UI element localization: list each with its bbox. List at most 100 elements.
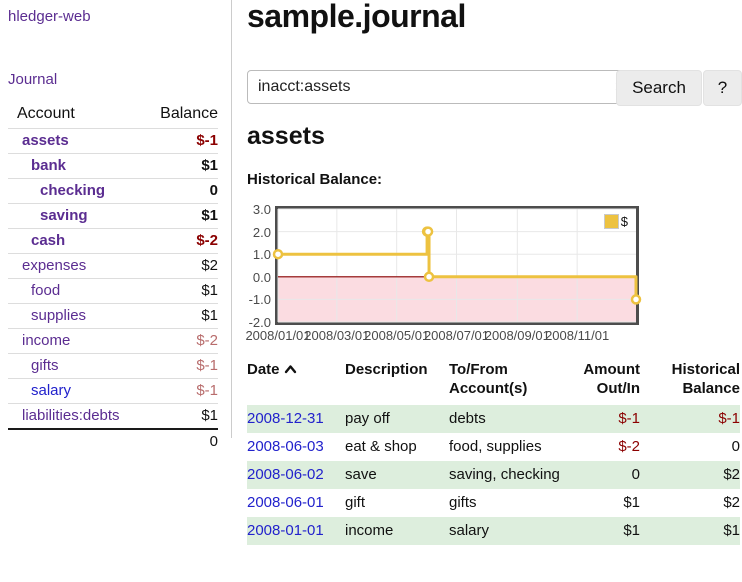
account-link[interactable]: bank — [31, 157, 67, 174]
account-row: checking 0 — [8, 178, 218, 204]
sort-asc-icon — [284, 360, 297, 379]
search-button[interactable]: Search — [616, 70, 702, 106]
accounts-table: Account Balance assets $-1 bank $1 checking 0… — [8, 102, 218, 454]
account-balance: $-2 — [146, 328, 218, 354]
transaction-description: pay off — [345, 410, 390, 427]
account-link[interactable]: salary — [31, 382, 72, 399]
accounts-total-row: 0 — [8, 428, 218, 454]
account-balance: $-2 — [146, 228, 218, 254]
register-row: 2008-01-01 income salary $1 $1 — [247, 517, 740, 545]
account-row: expenses $2 — [8, 253, 218, 279]
account-link[interactable]: checking — [40, 182, 106, 199]
main-content: sample.journal × Search ? assets Histori… — [245, 0, 742, 582]
transaction-accounts: saving, checking — [449, 466, 560, 483]
transaction-amount: $1 — [623, 522, 640, 539]
app-title: hledger-web — [8, 8, 91, 25]
account-link[interactable]: liabilities:debts — [22, 407, 120, 424]
account-link[interactable]: assets — [22, 132, 69, 149]
sidebar: hledger-web Journal Account Balance asse… — [0, 0, 232, 454]
y-axis-tick-label: 2.0 — [252, 224, 271, 240]
account-balance: $-1 — [146, 128, 218, 154]
transaction-date-link[interactable]: 2008-06-03 — [247, 438, 324, 455]
register-header-description: Description — [345, 361, 428, 378]
chart-label: Historical Balance: — [247, 171, 383, 188]
account-balance: $1 — [146, 403, 218, 429]
account-row: saving $1 — [8, 203, 218, 229]
transaction-description: gift — [345, 494, 366, 511]
account-balance: $-1 — [146, 353, 218, 379]
account-balance: $1 — [146, 278, 218, 304]
accounts-table-header: Account Balance — [8, 102, 218, 129]
x-axis-tick-label: 2008/07/01 — [423, 328, 490, 343]
account-link[interactable]: supplies — [31, 307, 87, 324]
account-balance: $1 — [146, 203, 218, 229]
accounts-total-value: 0 — [146, 428, 218, 454]
transaction-balance: $1 — [723, 522, 740, 539]
account-balance: $2 — [146, 253, 218, 279]
transaction-accounts: food, supplies — [449, 438, 542, 455]
y-axis-tick-label: 0.0 — [252, 269, 271, 285]
account-link[interactable]: gifts — [31, 357, 59, 374]
search-input[interactable] — [247, 70, 639, 104]
account-row: liabilities:debts $1 — [8, 403, 218, 429]
x-axis-tick-label: 2008/11/01 — [545, 328, 610, 343]
help-button[interactable]: ? — [703, 70, 742, 106]
y-axis-tick-label: -1.0 — [248, 292, 271, 308]
page-title: sample.journal — [247, 0, 466, 34]
account-link[interactable]: income — [22, 332, 71, 349]
register-header-amount: Amount Out/In — [583, 361, 640, 397]
y-axis-tick-label: 3.0 — [252, 202, 271, 217]
account-heading: assets — [247, 122, 325, 150]
register-row: 2008-12-31 pay off debts $-1 $-1 — [247, 405, 740, 433]
legend-label: $ — [620, 214, 628, 229]
app-title-link[interactable]: hledger-web — [8, 8, 91, 25]
y-axis-tick-label: 1.0 — [252, 247, 271, 263]
transaction-amount: $-1 — [618, 410, 640, 427]
account-link[interactable]: cash — [31, 232, 66, 249]
transaction-amount: $1 — [623, 494, 640, 511]
transaction-balance: $2 — [723, 466, 740, 483]
account-link[interactable]: food — [31, 282, 61, 299]
transaction-date-link[interactable]: 2008-01-01 — [247, 522, 324, 539]
account-row: cash $-2 — [8, 228, 218, 254]
accounts-table-body: assets $-1 bank $1 checking 0 saving $1 cash $-2 e… — [8, 128, 218, 429]
transaction-accounts: debts — [449, 410, 486, 427]
transaction-balance: $-1 — [718, 410, 740, 427]
account-row: bank $1 — [8, 153, 218, 179]
register-header-row: Date Description To/From Account(s) Amou… — [247, 358, 740, 405]
transaction-date-link[interactable]: 2008-12-31 — [247, 410, 324, 427]
journal-link[interactable]: Journal — [8, 71, 58, 88]
register-row: 2008-06-01 gift gifts $1 $2 — [247, 489, 740, 517]
transaction-amount: $-2 — [618, 438, 640, 455]
register-table-body: 2008-12-31 pay off debts $-1 $-1 2008-06-03 ea… — [247, 405, 740, 545]
account-balance: 0 — [146, 178, 218, 204]
x-axis-tick-label: 2008/01/01 — [245, 328, 311, 343]
transaction-balance: 0 — [731, 438, 740, 455]
register-header-accounts: To/From Account(s) — [449, 361, 528, 397]
account-link[interactable]: saving — [40, 207, 88, 224]
balance-chart: $ — [272, 206, 642, 325]
transaction-balance: $2 — [723, 494, 740, 511]
search-form: × Search ? — [247, 70, 742, 106]
transaction-accounts: gifts — [449, 494, 477, 511]
date-header-label: Date — [247, 361, 280, 378]
transaction-description: save — [345, 466, 377, 483]
transaction-accounts: salary — [449, 522, 490, 539]
account-balance: $1 — [146, 153, 218, 179]
transaction-date-link[interactable]: 2008-06-02 — [247, 466, 324, 483]
chart-legend: $ — [603, 214, 628, 229]
register-header-date[interactable]: Date — [247, 358, 345, 405]
account-balance: $1 — [146, 303, 218, 329]
sidebar-item-journal: Journal — [8, 71, 57, 88]
account-row: salary $-1 — [8, 378, 218, 404]
x-axis-tick-label: 2008/03/01 — [304, 328, 370, 343]
accounts-header-balance: Balance — [160, 105, 218, 122]
account-link[interactable]: expenses — [22, 257, 87, 274]
x-axis-tick-label: 2008/05/01 — [364, 328, 430, 343]
register-header-balance: Historical Balance — [671, 361, 740, 397]
transaction-amount: 0 — [631, 466, 640, 483]
transaction-date-link[interactable]: 2008-06-01 — [247, 494, 324, 511]
legend-swatch — [603, 214, 619, 229]
account-row: income $-2 — [8, 328, 218, 354]
y-axis-tick-label: -2.0 — [248, 315, 271, 330]
